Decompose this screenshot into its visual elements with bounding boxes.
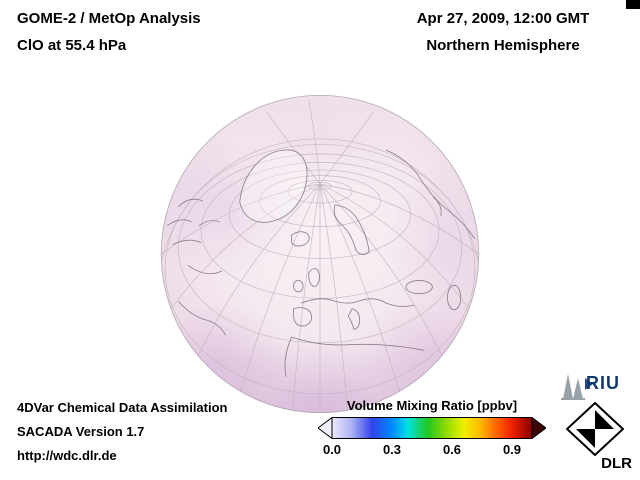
coastlines (166, 149, 476, 377)
analysis-title: GOME-2 / MetOp Analysis (17, 10, 201, 27)
globe-map (150, 84, 490, 424)
colorbar-bar (331, 417, 533, 439)
screen-corner-artifact (626, 0, 640, 9)
hemisphere-label: Northern Hemisphere (426, 37, 580, 54)
analysis-subtitle: ClO at 55.4 hPa (17, 37, 127, 54)
analysis-datetime: Apr 27, 2009, 12:00 GMT (416, 10, 590, 27)
header-right: Apr 27, 2009, 12:00 GMT Northern Hemisph… (388, 10, 618, 54)
header-left: GOME-2 / MetOp Analysis ClO at 55.4 hPa (17, 10, 201, 54)
riu-logo-text: RIU (586, 373, 620, 393)
colorbar-gradient (318, 417, 546, 439)
dlr-logo-text: DLR (601, 455, 632, 472)
colorbar-tick-0: 0.0 (322, 442, 342, 457)
riu-cathedral-icon (561, 374, 585, 400)
colorbar-tick-2: 0.6 (442, 442, 462, 457)
colorbar-tick-3: 0.9 (502, 442, 522, 457)
footer-credits: 4DVar Chemical Data Assimilation SACADA … (17, 400, 228, 472)
version-label: SACADA Version 1.7 (17, 424, 145, 439)
riu-arrow-icon (585, 378, 593, 390)
assimilation-label: 4DVar Chemical Data Assimilation (17, 400, 228, 415)
dlr-wing-icon (566, 402, 624, 456)
wdc-url: http://wdc.dlr.de (17, 448, 117, 463)
riu-logo: RIU (560, 371, 632, 401)
colorbar-title: Volume Mixing Ratio [ppbv] (346, 398, 518, 413)
colorbar-under-arrow (318, 417, 333, 439)
colorbar-over-arrow (531, 417, 546, 439)
dlr-logo: DLR (560, 402, 634, 472)
orthographic-globe (160, 94, 480, 414)
colorbar-tick-1: 0.3 (382, 442, 402, 457)
colorbar: Volume Mixing Ratio [ppbv] 0.0 0.3 0.6 0… (318, 398, 546, 458)
graticule (161, 99, 479, 413)
